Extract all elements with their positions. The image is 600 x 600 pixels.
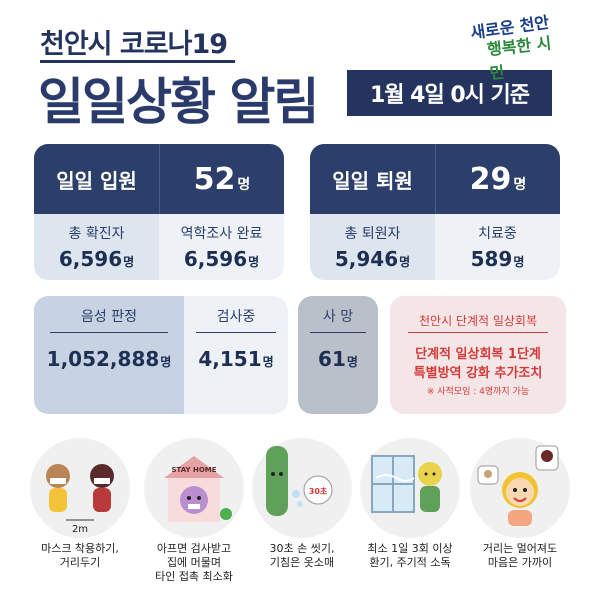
tests-card: 음성 판정 1,052,888명 검사중 4,151명 [34,296,288,414]
recovery-line-2: 특별방역 강화 추가조치 [413,366,543,381]
negative-result-cell: 음성 판정 1,052,888명 [34,296,184,414]
testing-value: 4,151 [198,346,262,371]
tip-caption-3: 30초 손 씻기, 기침은 옷소매 [242,542,362,570]
deaths-label: 사 망 [322,308,354,325]
tip-caption-1: 마스크 착용하기, 거리두기 [20,542,140,570]
discharge-unit: 명 [513,177,527,193]
in-treatment-cell: 치료중 589명 [435,214,560,280]
discharge-label: 일일 퇴원 [310,144,435,214]
title-subtitle: 천안시 코로나19 [40,29,228,60]
tip-4-line-1: 최소 1일 3회 이상 [367,542,453,555]
tip-caption-5: 거리는 멀어져도 마음은 가까이 [460,542,580,570]
total-discharged-label: 총 퇴원자 [344,226,401,242]
deaths-divider [310,331,366,333]
recovery-title: 천안시 단계적 일상회복 [418,314,538,328]
total-discharged-value: 5,946 [334,247,399,271]
deaths-unit: 명 [346,354,358,369]
epi-investigation-unit: 명 [248,255,260,269]
negative-result-value: 1,052,888 [46,346,160,371]
in-treatment-value: 589 [470,247,513,271]
discharge-value: 29 [469,161,512,197]
total-confirmed-value: 6,596 [58,247,123,271]
epi-investigation-cell: 역학조사 완료 6,596명 [159,214,284,280]
timer-label: 30초 [309,487,328,496]
video-call-icon [477,445,559,526]
recovery-title-line [408,332,548,333]
negative-result-unit: 명 [160,354,172,369]
date-badge: 1월 4일 0시 기준 [347,70,552,116]
tip-3-line-2: 기침은 옷소매 [269,556,335,569]
admission-value-box: 52 명 [159,144,284,214]
recovery-line-1: 단계적 일상회복 1단계 [415,347,541,362]
city-slogan-logo: 새로운 천안 행복한 시민 [469,13,566,83]
two-people-mask-icon: 2m [46,464,114,535]
epi-investigation-value: 6,596 [183,247,248,271]
tip-caption-2: 아프면 검사받고 집에 머물며 타인 접촉 최소화 [134,542,254,584]
distance-label: 2m [72,524,88,535]
testing-unit: 명 [262,354,274,369]
total-confirmed-cell: 총 확진자 6,596명 [34,214,159,280]
tip-1-line-2: 거리두기 [59,556,101,569]
admission-label: 일일 입원 [34,144,159,214]
total-discharged-unit: 명 [399,255,411,269]
tip-2-line-3: 타인 접촉 최소화 [155,570,233,583]
tip-4-line-2: 환기, 주기적 소독 [369,556,451,569]
total-confirmed-label: 총 확진자 [68,226,125,242]
in-treatment-label: 치료중 [478,226,517,242]
total-confirmed-unit: 명 [123,255,135,269]
page-title: 일일상황 알림 [38,73,319,131]
negative-result-label: 음성 판정 [81,308,137,325]
tip-circle-1: 2m [30,438,130,538]
stay-home-sign: STAY HOME [171,466,216,474]
testing-label: 검사중 [216,308,256,325]
tip-caption-4: 최소 1일 3회 이상 환기, 주기적 소독 [350,542,470,570]
admission-card: 일일 입원 52 명 총 확진자 6,596명 역학조사 완료 6,596명 [34,144,284,280]
tip-5-line-2: 마음은 가까이 [487,556,553,569]
tip-1-line-1: 마스크 착용하기, [41,542,119,555]
tip-circle-4 [360,438,460,538]
tip-5-line-1: 거리는 멀어져도 [482,542,558,555]
discharge-label-text: 일일 퇴원 [332,168,413,193]
tip-2-line-1: 아프면 검사받고 [156,542,232,555]
testing-cell: 검사중 4,151명 [184,296,288,414]
tip-3-line-1: 30초 손 씻기, [269,542,335,555]
hand-wash-icon: 30초 [266,446,333,516]
discharge-card: 일일 퇴원 29 명 총 퇴원자 5,946명 치료중 589명 [310,144,560,280]
stay-home-icon: STAY HOME [164,456,232,522]
testing-divider [196,331,276,333]
epi-investigation-label: 역학조사 완료 [180,226,263,242]
admission-unit: 명 [237,177,251,193]
tip-circle-3: 30초 [252,438,352,538]
deaths-value: 61 [318,346,346,371]
deaths-card: 사 망 61명 [298,296,378,414]
total-discharged-cell: 총 퇴원자 5,946명 [310,214,435,280]
title-underline [40,60,235,63]
in-treatment-unit: 명 [513,255,525,269]
recovery-notice-card: 천안시 단계적 일상회복 단계적 일상회복 1단계 특별방역 강화 추가조치 ※… [390,296,566,414]
tip-2-line-2: 집에 머물며 [166,556,222,569]
tip-circle-2: STAY HOME [144,438,244,538]
recovery-note: ※ 사적모임 : 4명까지 가능 [426,387,530,397]
window-ventilation-icon [371,455,442,513]
admission-label-text: 일일 입원 [56,168,137,193]
logo-line-2: 행복한 시민 [486,33,553,83]
negative-divider [50,331,168,333]
admission-value: 52 [193,161,236,197]
tip-circle-5 [470,438,570,538]
discharge-value-box: 29 명 [435,144,560,214]
